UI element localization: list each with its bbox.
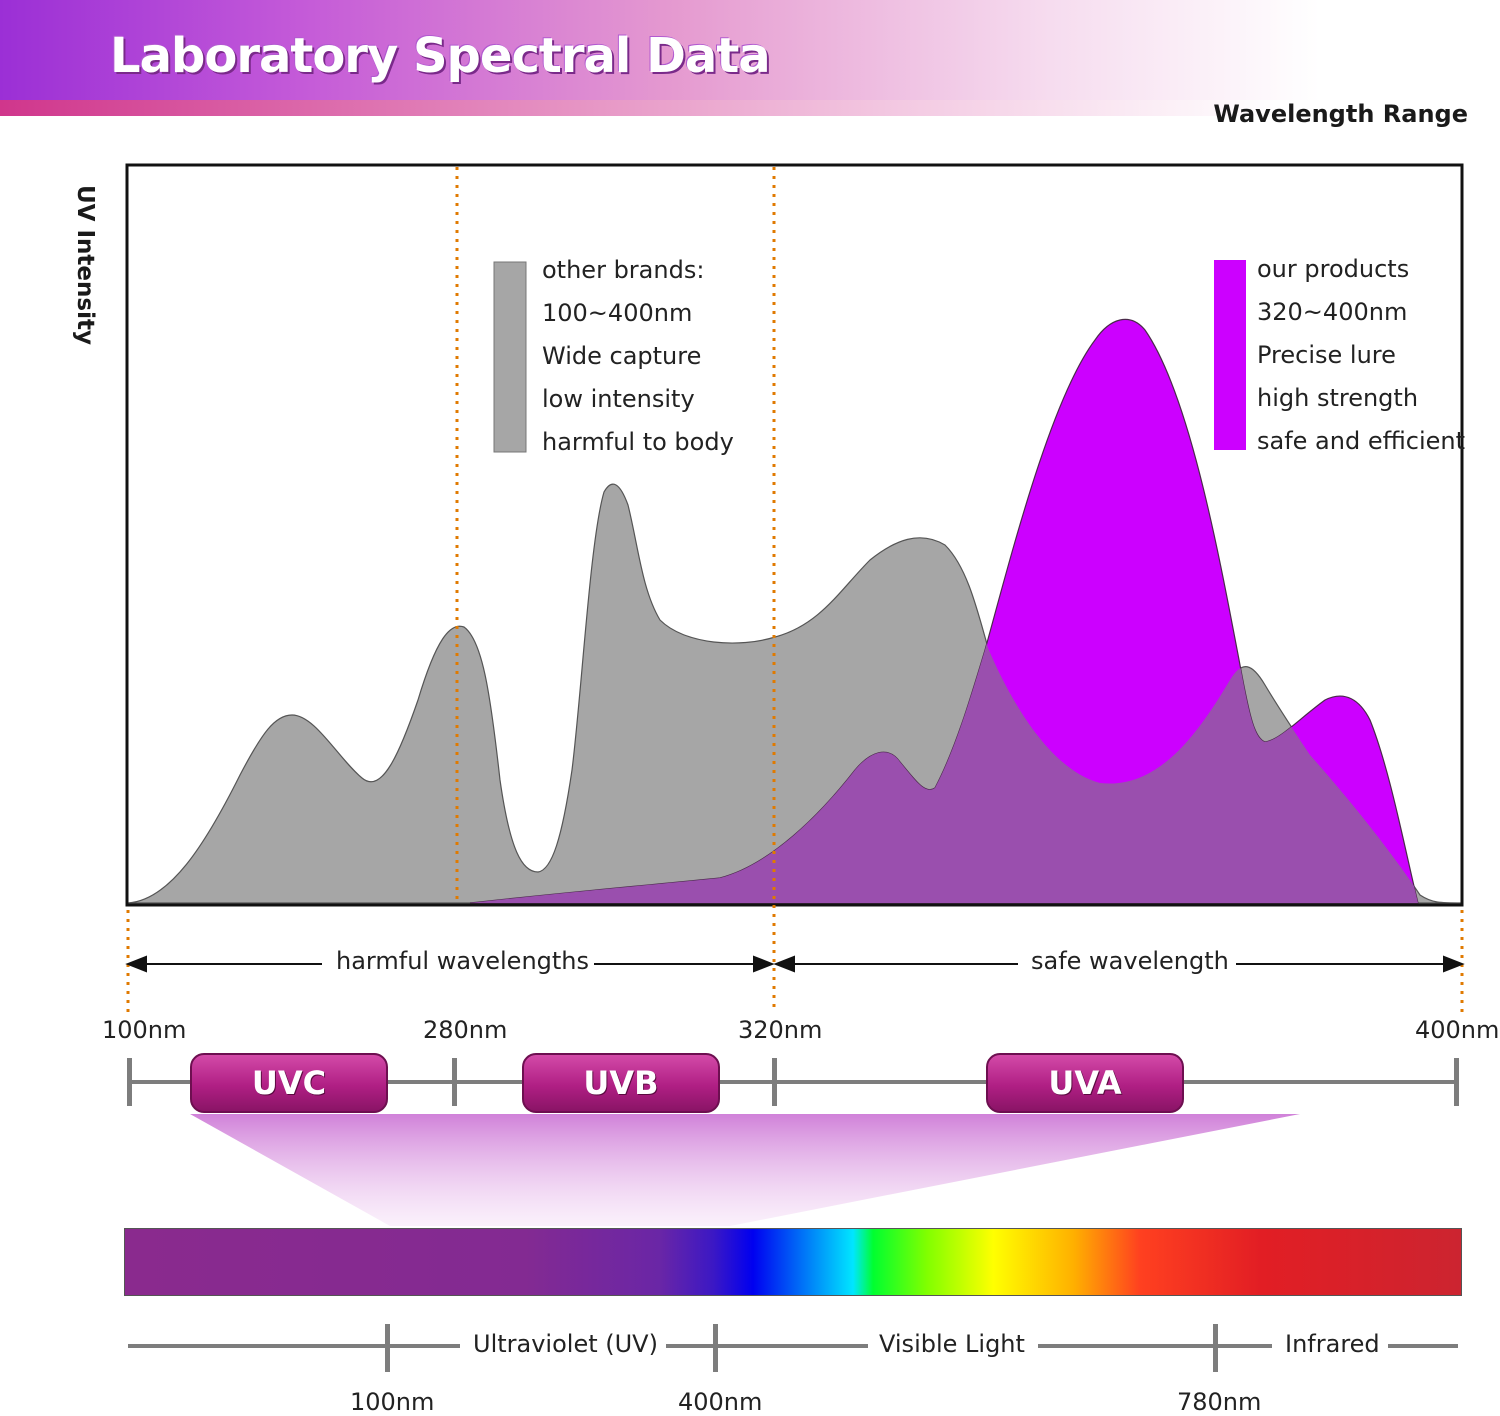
y-axis-label: UV Intensity bbox=[72, 185, 98, 345]
legend-our-products: our products 320~400nm Precise lure high… bbox=[1257, 248, 1465, 463]
legend-our-products-line: our products bbox=[1257, 255, 1410, 283]
spectrum-tick-label: 100nm bbox=[350, 1388, 435, 1416]
spectrum-segment-visible: Visible Light bbox=[879, 1330, 1025, 1358]
uvb-band-pill: UVB bbox=[522, 1053, 720, 1113]
legend-other-brands-line: 100~400nm bbox=[542, 299, 693, 327]
legend-our-products-line: 320~400nm bbox=[1257, 298, 1408, 326]
x-tick-label: 400nm bbox=[1415, 1016, 1500, 1044]
chart-frame bbox=[125, 163, 1464, 907]
legend-our-products-line: Precise lure bbox=[1257, 341, 1396, 369]
wavelength-range-label: Wavelength Range bbox=[1213, 100, 1468, 128]
legend-other-brands-line: Wide capture bbox=[542, 342, 702, 370]
x-tick-label: 280nm bbox=[423, 1016, 508, 1044]
harmful-wavelengths-label: harmful wavelengths bbox=[336, 947, 590, 975]
header-banner bbox=[0, 0, 1500, 116]
legend-other-brands-line: harmful to body bbox=[542, 428, 734, 456]
light-spectrum-bar bbox=[124, 1228, 1462, 1296]
uv-zoom-funnel bbox=[190, 1114, 1300, 1226]
spectrum-axis bbox=[128, 1324, 1458, 1372]
harmful-wavelengths-arrow bbox=[125, 955, 775, 973]
safe-wavelength-arrow bbox=[773, 955, 1465, 973]
header-banner-stripe bbox=[0, 100, 1500, 116]
legend-other-brands: other brands: 100~400nm Wide capture low… bbox=[542, 249, 734, 464]
legend-our-products-line: high strength bbox=[1257, 384, 1419, 412]
spectrum-segment-infrared: Infrared bbox=[1285, 1330, 1380, 1358]
safe-wavelength-label: safe wavelength bbox=[1031, 947, 1229, 975]
legend-our-products-line: safe and efficient bbox=[1257, 427, 1466, 455]
spectrum-segment-uv: Ultraviolet (UV) bbox=[473, 1330, 658, 1358]
legend-swatch-our-products bbox=[1214, 260, 1246, 450]
uva-band-pill: UVA bbox=[986, 1053, 1184, 1113]
overlap-area bbox=[470, 484, 1418, 903]
x-tick-label: 100nm bbox=[102, 1016, 187, 1044]
page-title: Laboratory Spectral Data bbox=[110, 28, 771, 84]
spectrum-tick-label: 400nm bbox=[678, 1388, 763, 1416]
spectrum-tick-label: 780nm bbox=[1177, 1388, 1262, 1416]
uvc-band-pill: UVC bbox=[190, 1053, 388, 1113]
x-tick-label: 320nm bbox=[738, 1016, 823, 1044]
legend-other-brands-line: low intensity bbox=[542, 385, 695, 413]
legend-other-brands-line: other brands: bbox=[542, 256, 705, 284]
legend-swatch-other-brands bbox=[493, 261, 527, 453]
